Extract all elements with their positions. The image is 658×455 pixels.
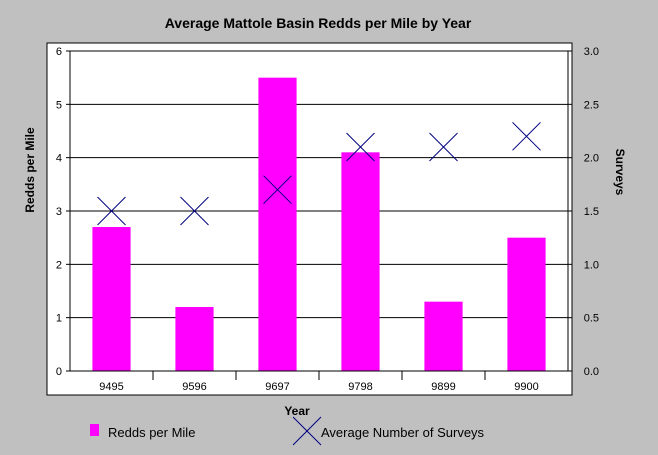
y-axis-title: Redds per Mile (23, 127, 37, 213)
x-tick-label: 9899 (431, 381, 455, 393)
legend-label-surveys: Average Number of Surveys (321, 425, 485, 440)
y-tick-label: 4 (56, 153, 62, 165)
x-axis-ticks: 9495 9596 9697 9798 9899 9900 (99, 371, 539, 393)
y-tick-label: 2 (56, 259, 62, 271)
y-tick-label: 6 (56, 46, 62, 58)
legend-label-redds: Redds per Mile (108, 425, 195, 440)
marker-9495 (97, 196, 126, 226)
y-tick-label: 1 (56, 313, 62, 325)
y2-tick-label: 3.0 (584, 46, 599, 58)
x-tick-label: 9495 (99, 381, 123, 393)
marker-9900 (512, 121, 541, 151)
x-tick-label: 9697 (265, 381, 289, 393)
chart-title: Average Mattole Basin Redds per Mile by … (165, 15, 472, 31)
marker-9596 (180, 196, 209, 226)
y2-tick-label: 1.5 (584, 206, 599, 218)
bar-9798 (341, 152, 380, 371)
y2-tick-label: 1.0 (584, 259, 599, 271)
y-tick-label: 3 (56, 206, 62, 218)
right-axis-ticks: 0.0 0.5 1.0 1.5 2.0 2.5 3.0 (568, 46, 599, 378)
scatter-series (97, 121, 541, 226)
y2-tick-label: 0.5 (584, 313, 599, 325)
marker-9899 (429, 132, 458, 162)
y-tick-label: 5 (56, 99, 62, 111)
bar-9697 (258, 77, 297, 372)
bar-9900 (507, 237, 546, 371)
y2-axis-title: Surveys (613, 149, 627, 196)
x-tick-label: 9596 (182, 381, 206, 393)
gridlines (70, 50, 568, 319)
y2-tick-label: 2.5 (584, 99, 599, 111)
left-axis-ticks: 0 1 2 3 4 5 6 (56, 46, 70, 378)
y-tick-label: 0 (56, 366, 62, 378)
x-tick-label: 9798 (348, 381, 372, 393)
bar-9495 (92, 227, 131, 371)
plot-background (46, 42, 573, 396)
marker-9798 (346, 132, 375, 162)
bar-series (92, 77, 546, 372)
legend: Redds per Mile Average Number of Surveys (90, 416, 485, 446)
y2-tick-label: 2.0 (584, 153, 599, 165)
legend-swatch-bar (90, 424, 99, 436)
y2-tick-label: 0.0 (584, 366, 599, 378)
x-axis-title: Year (284, 404, 310, 418)
x-tick-label: 9900 (514, 381, 538, 393)
bar-9596 (175, 307, 214, 371)
legend-marker-x-icon (292, 416, 322, 446)
marker-9697 (263, 175, 292, 205)
bar-9899 (424, 301, 463, 371)
